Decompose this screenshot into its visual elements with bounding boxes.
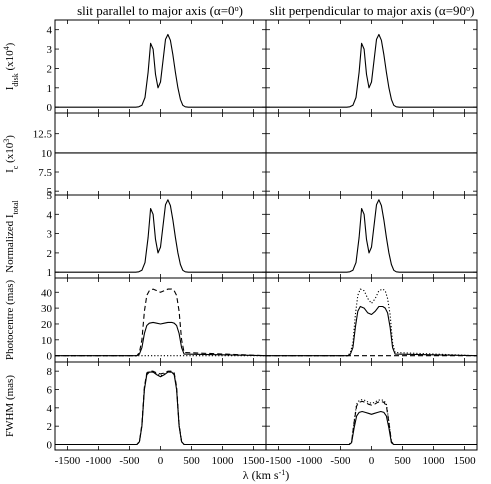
panel-1-1	[265, 112, 478, 196]
y-tick-label: 2	[47, 248, 53, 260]
panel-frame	[265, 194, 478, 279]
y-tick-label: 5	[47, 186, 53, 198]
y-tick-label: 12.5	[33, 129, 53, 141]
panel-frame	[54, 194, 267, 279]
panel-1-0: 5 7.5 10 12.5	[33, 112, 267, 198]
panel-0-1	[265, 19, 478, 114]
y-tick-label: 4	[47, 209, 53, 221]
series-line-dashed	[266, 400, 477, 446]
y-tick-label: 10	[41, 335, 53, 347]
panel-frame	[265, 277, 478, 363]
series-line-dashed	[55, 370, 266, 446]
y-tick-label: 1	[47, 83, 53, 95]
column-titles: slit parallel to major axis (α=0o) slit …	[77, 3, 474, 18]
series-line-dotted	[266, 288, 478, 357]
y-tick-label: 10	[41, 148, 53, 160]
series-line-solid	[266, 199, 477, 273]
x-tick-label: 1500	[243, 455, 266, 467]
y-tick-label: 0	[47, 440, 53, 452]
y-axis-label: Ic (x103)	[2, 135, 20, 173]
series-line-dashed	[55, 288, 267, 357]
y-tick-label: 40	[41, 287, 53, 299]
x-tick-label: 1500	[454, 455, 477, 467]
y-tick-label: 8	[47, 366, 53, 378]
panels: 0 1 2 3 4 Idisk (x104) 5 7.5 10 12.5 Ic (x103) 1 2 3 4…	[2, 19, 478, 467]
y-tick-label: 30	[41, 303, 53, 315]
y-tick-label: 5	[47, 190, 53, 202]
column-title-right: slit perpendicular to major axis (α=90o)	[270, 3, 475, 18]
x-tick-label: 1000	[212, 455, 235, 467]
y-tick-label: 4	[47, 25, 53, 37]
y-axis-label: Idisk (x104)	[2, 42, 20, 90]
x-axis-label: λ (km s-1)	[243, 468, 290, 483]
panel-2-1	[265, 194, 478, 279]
panel-frame	[54, 277, 267, 363]
x-tick-label: -500	[119, 455, 140, 467]
series-line-solid	[55, 199, 266, 273]
x-tick-label: 0	[158, 455, 164, 467]
series-line-solid	[55, 321, 267, 357]
y-tick-label: 7.5	[38, 167, 52, 179]
y-axis-label: Photocentre (mas)	[4, 279, 16, 360]
y-axis-label: Normalized Itotal	[4, 199, 20, 272]
panel-0-0: 0 1 2 3 4	[47, 19, 267, 114]
panel-frame	[54, 361, 267, 451]
panel-frame	[265, 112, 478, 196]
x-tick-label: 1000	[423, 455, 446, 467]
panel-4-1: -1500 -1000 -500 0 500 1000 1500	[265, 361, 478, 467]
panel-3-0: 0 10 20 30 40	[41, 277, 267, 363]
y-tick-label: 2	[47, 421, 53, 433]
x-tick-label: -1000	[297, 455, 323, 467]
x-tick-label: 0	[369, 455, 375, 467]
y-tick-label: 1	[47, 267, 53, 279]
series-line-solid	[266, 410, 477, 446]
series-line-dotted	[55, 371, 266, 446]
panel-frame	[265, 19, 478, 114]
x-tick-label: -1500	[55, 455, 81, 467]
panel-frame	[54, 112, 267, 196]
y-tick-label: 4	[47, 403, 53, 415]
y-axis-label: FWHM (mas)	[4, 375, 16, 437]
y-tick-label: 2	[47, 63, 53, 75]
panel-2-0: 1 2 3 4 5	[47, 190, 267, 279]
x-tick-label: -1000	[86, 455, 112, 467]
series-line-dotted	[266, 399, 477, 446]
y-tick-label: 3	[47, 229, 53, 241]
y-tick-label: 0	[47, 102, 53, 114]
x-tick-label: -1500	[266, 455, 292, 467]
column-title-left: slit parallel to major axis (α=0o)	[77, 3, 243, 18]
y-tick-label: 0	[47, 351, 53, 363]
x-tick-label: -500	[330, 455, 351, 467]
y-tick-label: 20	[41, 319, 53, 331]
series-line-solid	[55, 371, 266, 446]
panel-3-1	[265, 277, 478, 363]
y-tick-label: 3	[47, 44, 53, 56]
series-line-solid	[266, 305, 478, 357]
series-line-solid	[266, 33, 477, 108]
panel-frame	[265, 361, 478, 451]
x-tick-label: 500	[394, 455, 411, 467]
series-line-solid	[55, 33, 266, 108]
panel-4-0: 0 2 4 6 8 -1500 -1000 -500 0 500 1000 1500	[47, 361, 267, 467]
x-tick-label: 500	[183, 455, 200, 467]
y-tick-label: 6	[47, 385, 53, 397]
panel-frame	[54, 19, 267, 114]
